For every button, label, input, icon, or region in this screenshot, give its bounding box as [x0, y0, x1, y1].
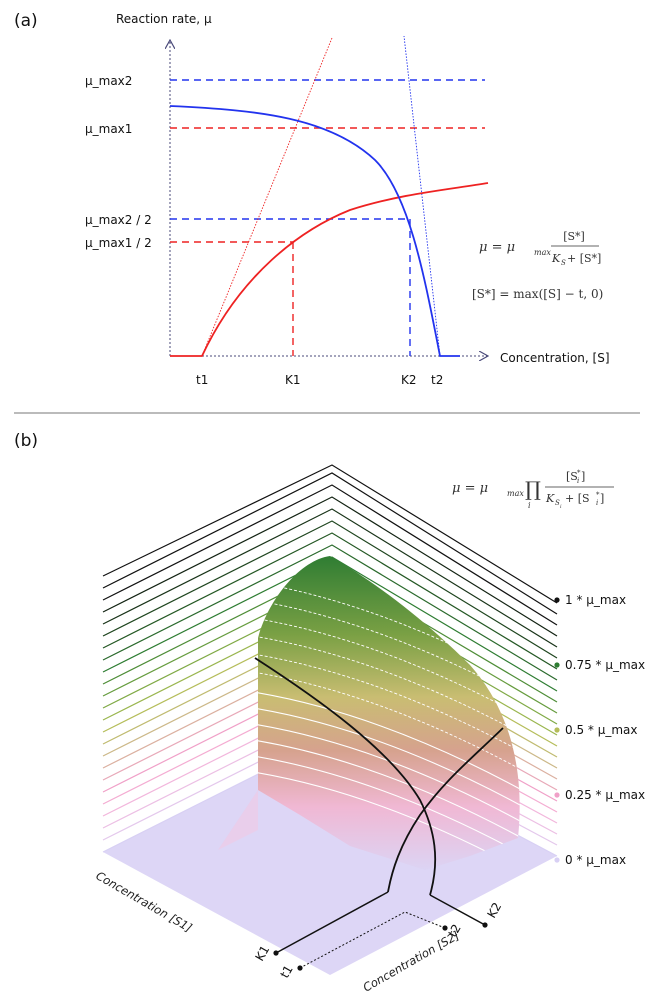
k1-marker	[273, 950, 279, 956]
svg-text:+ [S: + [S	[565, 492, 590, 505]
k2-ridge	[387, 727, 504, 893]
level-dot-025	[554, 792, 560, 798]
s1-tick-t1: t1	[277, 963, 295, 981]
x-tick-t2: t2	[431, 373, 443, 387]
product-formula: μ = μ max ∏ i [S i * ] K S i + [S i * ]	[452, 469, 614, 510]
blue-curve	[169, 105, 460, 357]
x-axis-label: Concentration, [S]	[500, 351, 610, 365]
blue-tangent	[403, 35, 441, 357]
level-dot-075	[554, 662, 560, 668]
svg-text:*: *	[577, 469, 581, 477]
svg-text:max: max	[507, 489, 524, 498]
k1-base-line	[275, 891, 389, 954]
level-label-05: 0.5 * μ_max	[565, 723, 638, 737]
panel-b-tag: (b)	[14, 431, 38, 451]
svg-text:]: ]	[600, 492, 604, 505]
threshold-formula: [S*] = max([S] − t, 0)	[472, 287, 603, 301]
svg-text:S: S	[561, 259, 566, 267]
y-tick-mumax1-half: μ_max1 / 2	[85, 236, 152, 250]
rate-surface	[258, 556, 520, 870]
t1-marker	[297, 965, 303, 971]
panel-b: (b)	[14, 431, 645, 995]
level-label-075: 0.75 * μ_max	[565, 658, 645, 672]
level-label-0: 0 * μ_max	[565, 853, 626, 867]
svg-text:i: i	[577, 477, 579, 485]
y-tick-mumax1: μ_max1	[85, 122, 132, 136]
svg-text:]: ]	[581, 470, 585, 483]
level-dot-0	[554, 857, 560, 863]
x-tick-t1: t1	[196, 373, 208, 387]
x-tick-k2: K2	[401, 373, 417, 387]
svg-text:max: max	[534, 248, 551, 257]
svg-text:i: i	[596, 499, 598, 507]
panel-a: (a) Reaction rate, μ Concentration, [S] …	[14, 11, 610, 387]
svg-text:i: i	[560, 504, 562, 510]
s2-tick-k2: K2	[484, 900, 504, 920]
svg-text:[S*]: [S*]	[563, 230, 585, 243]
monod-formula: μ = μ max [S*] K S + [S*]	[479, 230, 601, 267]
level-dot-1	[554, 597, 560, 603]
red-curve	[170, 182, 489, 357]
s2-tick-t2: t2	[445, 922, 463, 940]
y-tick-mumax2: μ_max2	[85, 74, 132, 88]
x-tick-k1: K1	[285, 373, 301, 387]
svg-text:∏: ∏	[525, 477, 541, 501]
level-labels: 1 * μ_max 0.75 * μ_max 0.5 * μ_max 0.25 …	[554, 593, 645, 867]
level-label-1: 1 * μ_max	[565, 593, 626, 607]
svg-text:*: *	[596, 491, 600, 499]
y-axis-label: Reaction rate, μ	[116, 12, 212, 26]
svg-text:μ = μ: μ = μ	[479, 240, 515, 255]
svg-text:K: K	[545, 492, 555, 505]
svg-text:K: K	[551, 252, 561, 265]
k2-marker	[482, 922, 488, 928]
t2-marker	[442, 925, 448, 931]
level-label-025: 0.25 * μ_max	[565, 788, 645, 802]
svg-text:μ = μ: μ = μ	[452, 481, 488, 496]
svg-text:+ [S*]: + [S*]	[567, 252, 601, 265]
svg-text:[S: [S	[566, 470, 578, 483]
svg-text:S: S	[555, 499, 560, 507]
panel-a-tag: (a)	[14, 11, 38, 31]
level-dot-05	[554, 727, 560, 733]
svg-text:i: i	[528, 501, 531, 510]
red-tangent	[201, 37, 333, 357]
y-tick-mumax2-half: μ_max2 / 2	[85, 213, 152, 227]
k2-base-line	[429, 894, 486, 926]
s1-tick-k1: K1	[252, 943, 272, 963]
k1-ridge	[254, 657, 437, 896]
